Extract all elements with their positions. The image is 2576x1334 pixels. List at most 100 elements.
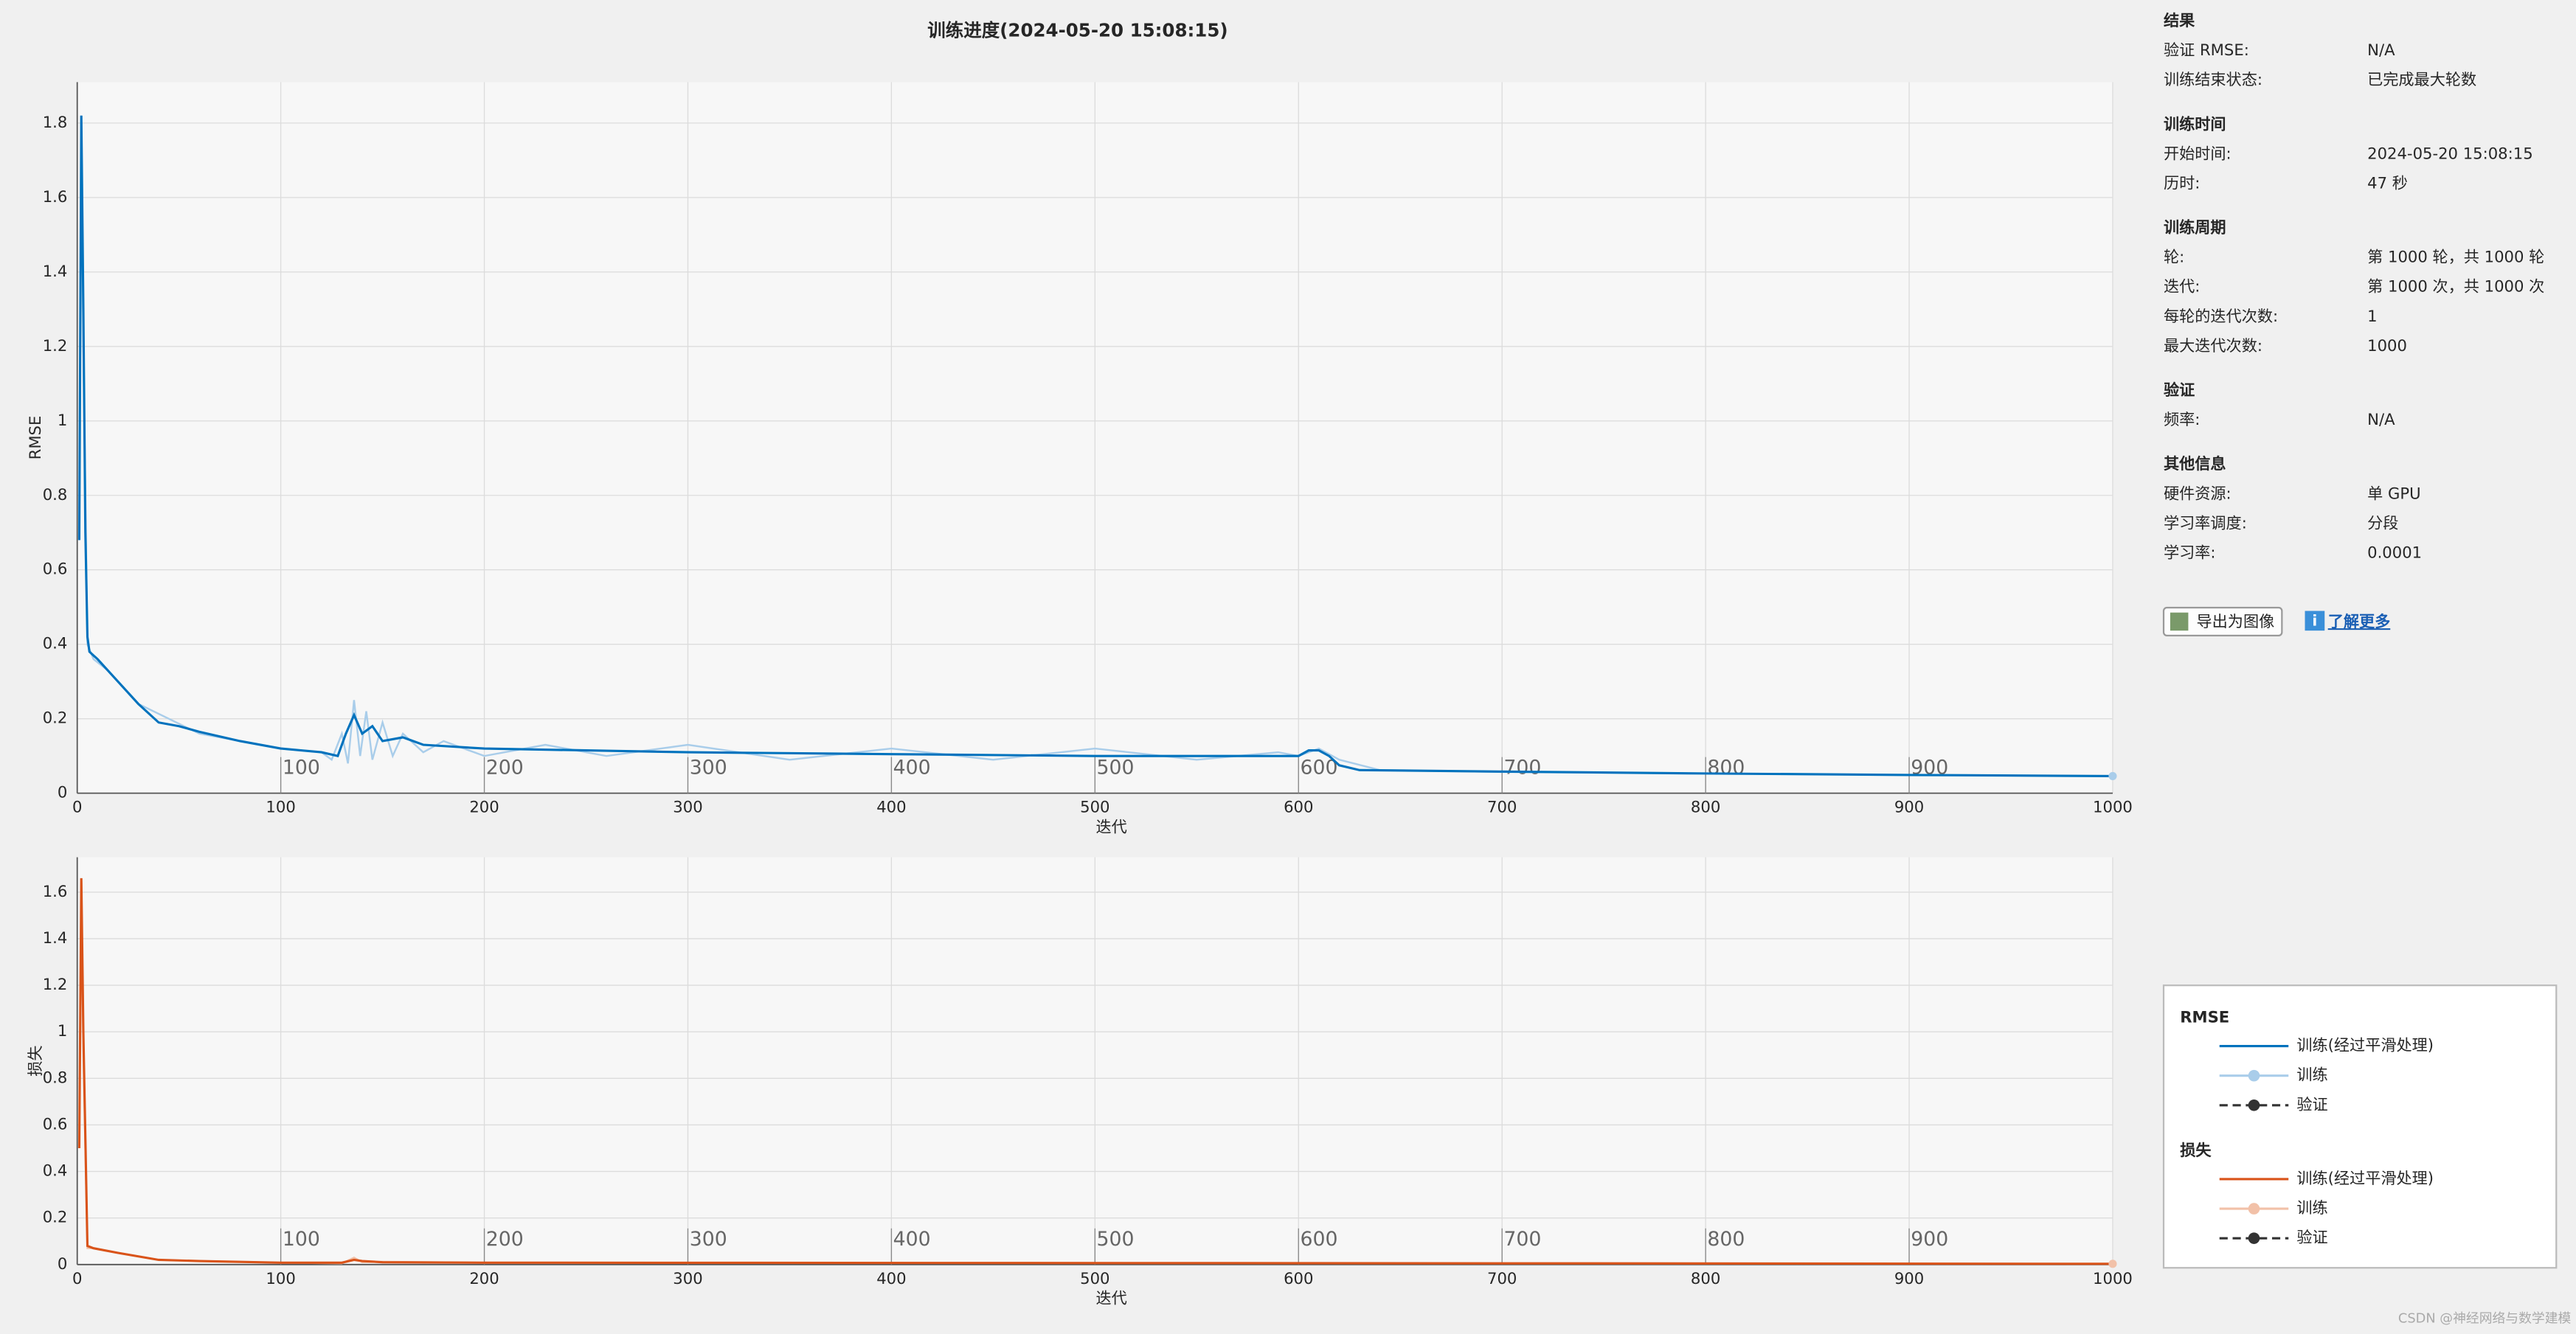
learn-more-link[interactable]: 了解更多: [2328, 612, 2391, 630]
y-tick-label: 0.8: [43, 1068, 68, 1086]
y-tick-label: 0: [58, 1254, 67, 1273]
x-tick-label: 0: [72, 798, 82, 816]
x-tick-label: 300: [673, 1269, 702, 1288]
y-tick-label: 0.4: [43, 634, 68, 653]
export-icon: [2170, 612, 2189, 631]
y-tick-label: 1.2: [43, 975, 68, 993]
legend-dot: [2248, 1203, 2260, 1215]
epoch-label: 900: [1911, 1228, 1948, 1251]
y-tick-label: 1.2: [43, 336, 68, 355]
watermark: CSDN @神经网络与数学建模: [2398, 1310, 2572, 1326]
field-value: 1: [2367, 307, 2377, 325]
x-tick-label: 900: [1894, 798, 1924, 816]
legend-dot: [2248, 1069, 2260, 1082]
epoch-label: 200: [486, 1228, 524, 1251]
epoch-label: 700: [1503, 1228, 1541, 1251]
legend-title: RMSE: [2180, 1008, 2229, 1026]
y-tick-label: 1.4: [43, 928, 68, 947]
field-label: 最大迭代次数:: [2164, 336, 2262, 355]
last-point: [2108, 771, 2117, 780]
field-label: 每轮的迭代次数:: [2164, 307, 2278, 325]
epoch-label: 100: [283, 1228, 320, 1251]
field-label: 验证 RMSE:: [2164, 41, 2249, 59]
field-label: 轮:: [2164, 248, 2184, 266]
info-glyph: i: [2312, 611, 2317, 629]
epoch-label: 700: [1503, 757, 1541, 779]
x-tick-label: 600: [1284, 798, 1313, 816]
legend-dot: [2248, 1099, 2260, 1111]
field-value: 第 1000 轮，共 1000 轮: [2367, 248, 2544, 266]
epoch-label: 500: [1097, 757, 1135, 779]
epoch-label: 400: [893, 1228, 931, 1251]
field-label: 历时:: [2164, 173, 2200, 192]
y-tick-label: 1.6: [43, 187, 68, 206]
x-tick-label: 400: [876, 798, 906, 816]
field-value: N/A: [2367, 41, 2395, 59]
field-label: 开始时间:: [2164, 144, 2232, 162]
legend-dot: [2248, 1232, 2260, 1244]
epoch-label: 800: [1707, 1228, 1745, 1251]
x-tick-label: 600: [1284, 1269, 1313, 1288]
epoch-label: 600: [1300, 1228, 1337, 1251]
legend-label: 训练: [2296, 1198, 2327, 1217]
epoch-label: 500: [1097, 1228, 1135, 1251]
y-tick-label: 0.4: [43, 1161, 68, 1180]
y-tick-label: 1.6: [43, 882, 68, 900]
x-axis-label: 迭代: [1095, 1289, 1126, 1307]
info-icon: [2305, 611, 2325, 631]
y-tick-label: 1.4: [43, 262, 68, 280]
field-value: 1000: [2367, 336, 2407, 355]
x-tick-label: 0: [72, 1269, 82, 1288]
y-tick-label: 0.8: [43, 485, 68, 504]
section-title: 训练周期: [2164, 218, 2226, 237]
y-tick-label: 0.2: [43, 709, 68, 727]
series-line: [77, 115, 2113, 777]
x-tick-label: 300: [673, 798, 702, 816]
y-tick-label: 1: [58, 411, 67, 429]
y-tick-label: 0.6: [43, 560, 68, 578]
epoch-label: 300: [690, 757, 727, 779]
section-title: 其他信息: [2164, 454, 2226, 473]
field-value: 0.0001: [2367, 543, 2422, 562]
x-tick-label: 500: [1080, 1269, 1109, 1288]
export-button[interactable]: [2162, 606, 2283, 636]
y-tick-label: 1: [58, 1021, 67, 1040]
legend-label: 验证: [2296, 1095, 2327, 1114]
field-value: 第 1000 次，共 1000 次: [2367, 277, 2544, 296]
field-label: 频率:: [2164, 410, 2200, 428]
field-value: 单 GPU: [2367, 484, 2420, 502]
field-value: 分段: [2367, 513, 2398, 532]
x-tick-label: 900: [1894, 1269, 1924, 1288]
legend-label: 训练: [2296, 1066, 2327, 1084]
last-point: [2108, 1260, 2117, 1268]
x-axis-label: 迭代: [1095, 817, 1126, 836]
legend-label: 训练(经过平滑处理): [2296, 1036, 2434, 1055]
y-tick-label: 0.2: [43, 1208, 68, 1226]
series-line: [77, 878, 2113, 1265]
x-tick-label: 800: [1691, 1269, 1720, 1288]
chart-title: 训练进度(2024-05-20 15:08:15): [927, 19, 1228, 41]
legend-label: 训练(经过平滑处理): [2296, 1169, 2434, 1187]
legend-label: 验证: [2296, 1228, 2327, 1246]
export-label: 导出为图像: [2197, 612, 2275, 630]
epoch-label: 400: [893, 757, 931, 779]
x-tick-label: 700: [1487, 1269, 1517, 1288]
epoch-label: 200: [486, 757, 524, 779]
field-value: N/A: [2367, 410, 2395, 428]
x-tick-label: 500: [1080, 798, 1109, 816]
epoch-label: 100: [283, 757, 320, 779]
y-axis-label: 损失: [26, 1046, 44, 1077]
x-tick-label: 700: [1487, 798, 1517, 816]
y-tick-label: 0.6: [43, 1114, 68, 1133]
field-value: 已完成最大轮数: [2367, 70, 2476, 88]
field-value: 2024-05-20 15:08:15: [2367, 144, 2533, 162]
y-tick-label: 0: [58, 783, 67, 802]
epoch-label: 800: [1707, 757, 1745, 779]
field-label: 学习率调度:: [2164, 513, 2247, 532]
field-label: 学习率:: [2164, 543, 2216, 562]
x-tick-label: 1000: [2093, 1269, 2133, 1288]
x-tick-label: 200: [469, 798, 499, 816]
x-tick-label: 800: [1691, 798, 1720, 816]
